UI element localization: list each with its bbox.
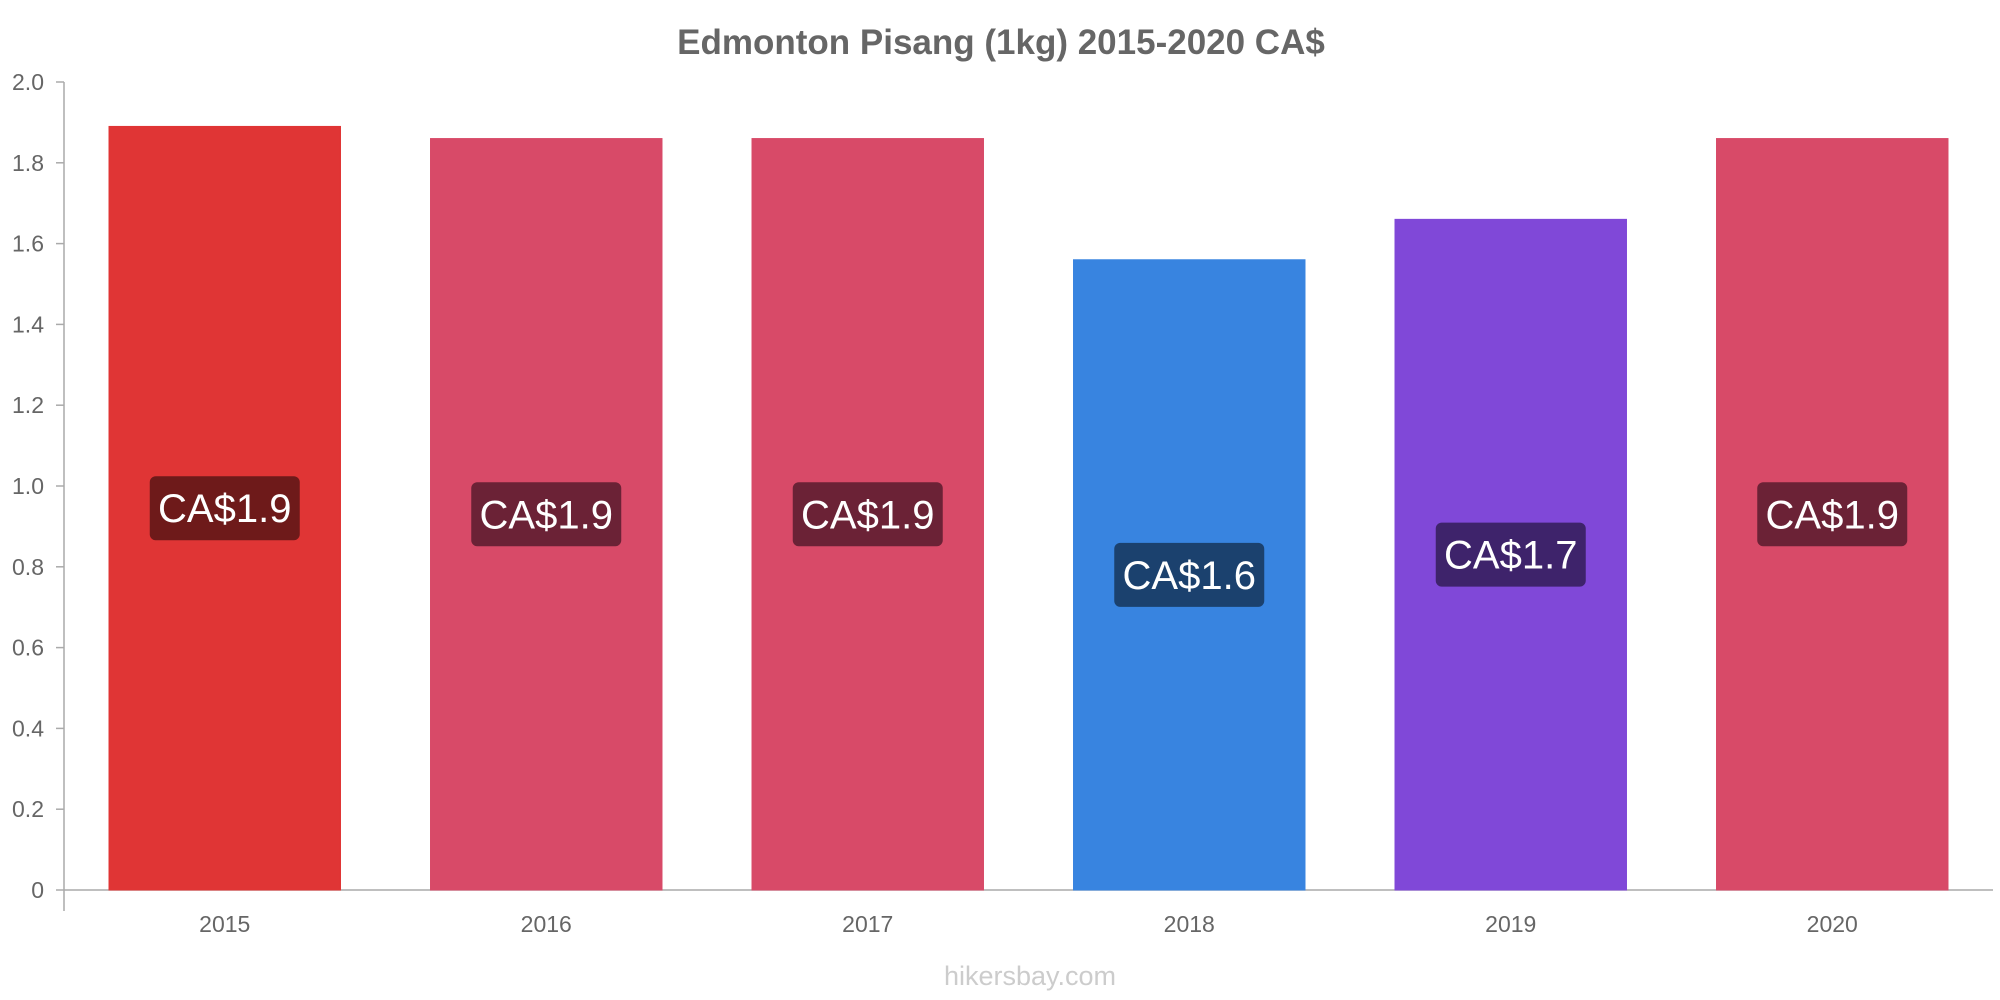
- y-tick-label: 0.2: [12, 796, 44, 822]
- x-tick-label: 2018: [1164, 911, 1215, 937]
- x-tick-label: 2020: [1807, 911, 1858, 937]
- x-tick-label: 2017: [842, 911, 893, 937]
- y-tick-label: 1.8: [12, 150, 44, 176]
- y-tick-label: 0.4: [12, 715, 44, 741]
- y-axis-ticks: 0 0.2 0.4 0.6 0.8 1.0 1.2 1.4 1.6 1.8 2.0: [12, 69, 64, 903]
- data-label: CA$1.6: [1123, 554, 1256, 598]
- data-label-box: [1435, 522, 1586, 587]
- data-label-box: [1757, 482, 1908, 547]
- data-label-box: [471, 482, 622, 547]
- watermark-text: hikersbay.com: [944, 961, 1116, 991]
- data-label: CA$1.9: [480, 493, 613, 537]
- y-tick-label: 1.2: [12, 392, 44, 418]
- data-label: CA$1.7: [1444, 534, 1577, 578]
- x-tick-label: 2019: [1485, 911, 1536, 937]
- x-tick-label: 2015: [199, 911, 250, 937]
- bars-group: [108, 125, 1949, 891]
- data-label-box: [792, 482, 943, 547]
- x-tick-label: 2016: [521, 911, 572, 937]
- data-label-box: [149, 476, 300, 541]
- data-label: CA$1.9: [1766, 493, 1899, 537]
- data-label-box: [1114, 542, 1265, 607]
- x-axis-ticks: 2015 2016 2017 2018 2019 2020: [199, 911, 1858, 937]
- y-tick-label: 1.6: [12, 231, 44, 257]
- data-labels-group: CA$1.9 CA$1.9 CA$1.9 CA$1.6 CA$1.7 CA$1.9: [149, 476, 1908, 607]
- y-tick-label: 2.0: [12, 69, 44, 95]
- y-tick-label: 1.4: [12, 311, 44, 337]
- y-tick-label: 0.6: [12, 635, 44, 661]
- y-tick-label: 1.0: [12, 473, 44, 499]
- chart-title: Edmonton Pisang (1kg) 2015-2020 CA$: [677, 23, 1325, 62]
- y-tick-label: 0: [31, 877, 44, 903]
- data-label: CA$1.9: [158, 487, 291, 531]
- data-label: CA$1.9: [801, 493, 934, 537]
- y-tick-label: 0.8: [12, 554, 44, 580]
